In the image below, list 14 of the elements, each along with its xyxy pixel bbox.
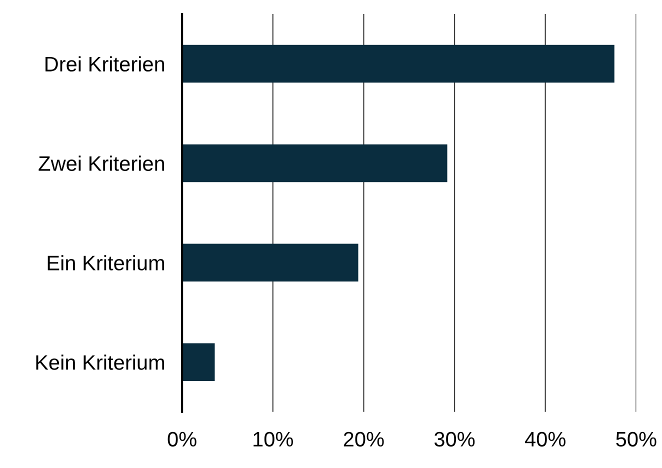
x-tick-label: 10%	[254, 432, 293, 447]
bar	[182, 144, 448, 182]
x-tick-label: 20%	[344, 432, 384, 447]
bar	[182, 44, 614, 83]
x-tick-label: 50%	[616, 432, 656, 447]
bar	[182, 343, 215, 382]
x-tick-label: 0%	[168, 432, 196, 447]
y-tick-label: Zwei Kriterien	[38, 156, 164, 171]
bar	[182, 244, 358, 282]
x-tick-label: 40%	[524, 432, 566, 447]
y-tick-label: Kein Kriterium	[36, 354, 164, 370]
x-tick-label: 30%	[434, 432, 475, 447]
y-tick-label: Ein Kriterium	[48, 255, 164, 270]
y-tick-label: Drei Kriterien	[46, 56, 164, 72]
